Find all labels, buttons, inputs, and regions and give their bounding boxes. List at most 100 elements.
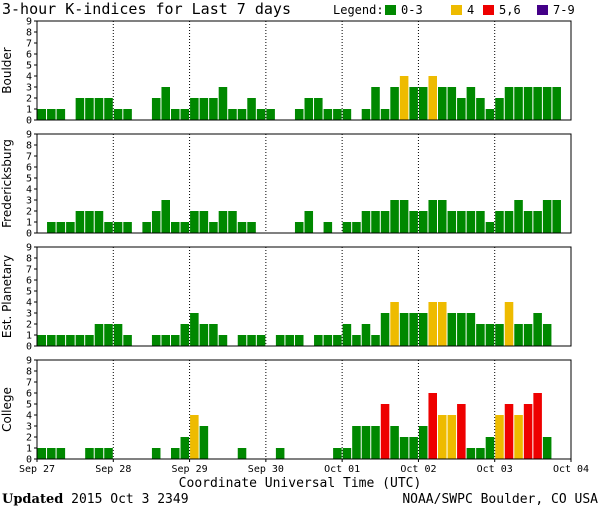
bar bbox=[151, 335, 161, 346]
y-tick-label: 9 bbox=[26, 17, 32, 28]
y-tick-label: 7 bbox=[26, 378, 32, 389]
bar bbox=[466, 448, 476, 459]
panel-label: Fredericksburg bbox=[0, 139, 14, 228]
bar bbox=[171, 448, 180, 459]
bar bbox=[447, 211, 457, 233]
bar bbox=[294, 109, 304, 120]
bar bbox=[495, 324, 504, 346]
bar bbox=[37, 335, 47, 346]
bar bbox=[352, 222, 361, 233]
panel-frame bbox=[36, 246, 572, 347]
bar bbox=[438, 87, 447, 120]
bar bbox=[399, 313, 409, 346]
bar bbox=[294, 335, 304, 346]
bar bbox=[75, 335, 85, 346]
x-date-label: Sep 28 bbox=[95, 464, 131, 475]
panel-frame bbox=[36, 20, 572, 121]
bar bbox=[85, 335, 94, 346]
bar bbox=[380, 211, 390, 233]
bar bbox=[380, 313, 390, 346]
bar bbox=[466, 313, 476, 346]
bar bbox=[94, 448, 104, 459]
bar bbox=[190, 98, 199, 120]
bar bbox=[333, 335, 342, 346]
bar bbox=[399, 76, 409, 120]
bar bbox=[294, 222, 304, 233]
bar bbox=[485, 324, 495, 346]
bar bbox=[171, 335, 180, 346]
bar bbox=[476, 211, 485, 233]
bar bbox=[304, 98, 314, 120]
bar bbox=[218, 335, 228, 346]
bar bbox=[466, 211, 476, 233]
bar bbox=[218, 87, 228, 120]
bar bbox=[552, 200, 561, 233]
bar bbox=[275, 448, 285, 459]
chart-title: 3-hour K-indices for Last 7 days bbox=[2, 0, 291, 18]
bar bbox=[56, 448, 66, 459]
bar bbox=[113, 324, 123, 346]
y-tick-label: 2 bbox=[26, 433, 32, 444]
bar bbox=[113, 222, 123, 233]
bar bbox=[504, 87, 514, 120]
bar bbox=[514, 87, 523, 120]
bar bbox=[199, 426, 209, 459]
bar bbox=[75, 211, 85, 233]
bar bbox=[409, 87, 418, 120]
bar bbox=[56, 222, 66, 233]
bar bbox=[428, 200, 437, 233]
bar bbox=[533, 87, 542, 120]
bar bbox=[409, 437, 418, 459]
bar bbox=[228, 109, 237, 120]
bar bbox=[47, 109, 56, 120]
bar bbox=[47, 222, 56, 233]
y-tick-label: 1 bbox=[26, 444, 32, 455]
bar bbox=[552, 87, 561, 120]
bar bbox=[476, 448, 485, 459]
bar bbox=[171, 109, 180, 120]
bar bbox=[123, 109, 132, 120]
legend-swatch-4 bbox=[451, 5, 462, 15]
bar bbox=[161, 335, 170, 346]
bar bbox=[371, 426, 380, 459]
y-tick-label: 3 bbox=[26, 309, 32, 320]
bar bbox=[371, 87, 380, 120]
bar bbox=[514, 324, 523, 346]
bar bbox=[342, 324, 352, 346]
x-axis-title: Coordinate Universal Time (UTC) bbox=[178, 476, 422, 491]
bar bbox=[190, 313, 199, 346]
bar bbox=[485, 109, 495, 120]
bar bbox=[209, 98, 218, 120]
bar bbox=[256, 109, 266, 120]
bar bbox=[209, 324, 218, 346]
bar bbox=[275, 335, 285, 346]
y-tick-label: 5 bbox=[26, 287, 32, 298]
bar bbox=[409, 211, 418, 233]
bar bbox=[342, 109, 352, 120]
bar bbox=[495, 211, 504, 233]
bar bbox=[304, 211, 314, 233]
bar bbox=[466, 87, 476, 120]
panel-label: College bbox=[0, 387, 14, 432]
bar bbox=[218, 211, 228, 233]
x-date-label: Sep 27 bbox=[19, 464, 55, 475]
legend-swatch-0-3 bbox=[385, 5, 396, 15]
bar bbox=[390, 302, 399, 346]
y-tick-label: 1 bbox=[26, 331, 32, 342]
bar bbox=[171, 222, 180, 233]
bar bbox=[542, 87, 552, 120]
y-tick-label: 6 bbox=[26, 50, 32, 61]
bar bbox=[352, 426, 361, 459]
bar bbox=[104, 324, 113, 346]
bar bbox=[514, 200, 523, 233]
bar bbox=[380, 404, 390, 459]
bar bbox=[361, 324, 371, 346]
bar bbox=[495, 415, 504, 459]
bar bbox=[47, 448, 56, 459]
bar bbox=[438, 200, 447, 233]
y-tick-label: 0 bbox=[26, 342, 32, 353]
y-tick-label: 5 bbox=[26, 174, 32, 185]
bar bbox=[190, 211, 199, 233]
bar bbox=[47, 335, 56, 346]
bar bbox=[485, 437, 495, 459]
